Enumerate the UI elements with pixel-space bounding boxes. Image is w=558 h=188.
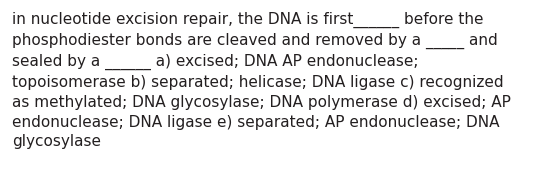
Text: in nucleotide excision repair, the DNA is first______ before the
phosphodiester : in nucleotide excision repair, the DNA i… — [12, 12, 511, 149]
